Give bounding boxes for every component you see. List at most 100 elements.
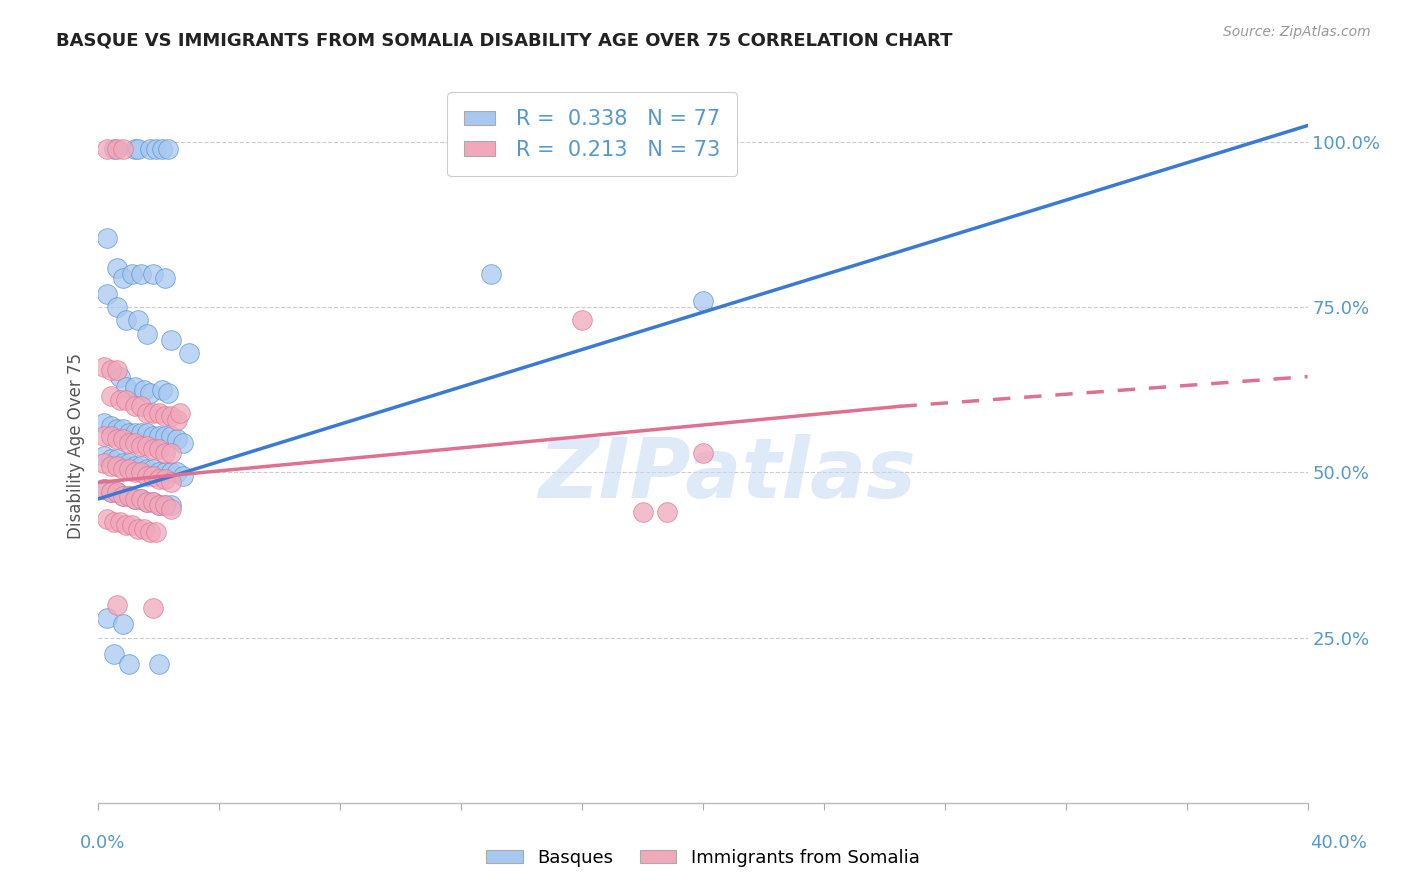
Point bbox=[93, 449, 115, 463]
Point bbox=[118, 657, 141, 671]
Point bbox=[93, 416, 115, 430]
Point bbox=[148, 499, 170, 513]
Point bbox=[160, 475, 183, 490]
Point bbox=[160, 409, 183, 424]
Text: 0.0%: 0.0% bbox=[80, 834, 125, 852]
Point bbox=[105, 422, 128, 436]
Point bbox=[153, 472, 176, 486]
Point bbox=[148, 657, 170, 671]
Point bbox=[100, 429, 122, 443]
Point bbox=[108, 515, 131, 529]
Point bbox=[93, 482, 115, 496]
Point bbox=[105, 485, 128, 500]
Point bbox=[127, 522, 149, 536]
Point bbox=[153, 409, 176, 424]
Point bbox=[153, 466, 176, 480]
Point bbox=[105, 485, 128, 500]
Point bbox=[135, 468, 157, 483]
Point bbox=[139, 142, 162, 156]
Point bbox=[148, 429, 170, 443]
Point bbox=[145, 142, 167, 156]
Point bbox=[160, 333, 183, 347]
Point bbox=[142, 468, 165, 483]
Point bbox=[111, 456, 134, 470]
Point bbox=[118, 435, 141, 450]
Point bbox=[105, 598, 128, 612]
Point bbox=[100, 389, 122, 403]
Point bbox=[105, 458, 128, 473]
Point bbox=[114, 379, 136, 393]
Point bbox=[166, 433, 188, 447]
Point bbox=[148, 442, 170, 457]
Point bbox=[150, 142, 173, 156]
Point bbox=[571, 313, 593, 327]
Point bbox=[153, 499, 176, 513]
Point bbox=[96, 142, 118, 156]
Point bbox=[96, 511, 118, 525]
Point bbox=[129, 491, 152, 506]
Point bbox=[631, 505, 654, 519]
Point bbox=[114, 313, 136, 327]
Point bbox=[124, 425, 146, 440]
Point bbox=[105, 260, 128, 275]
Point bbox=[124, 142, 146, 156]
Point bbox=[153, 429, 176, 443]
Point bbox=[100, 419, 122, 434]
Point bbox=[118, 456, 141, 470]
Point bbox=[129, 400, 152, 414]
Point bbox=[118, 425, 141, 440]
Point bbox=[127, 142, 149, 156]
Point bbox=[124, 379, 146, 393]
Point bbox=[150, 383, 173, 397]
Point bbox=[111, 433, 134, 447]
Point bbox=[100, 363, 122, 377]
Point bbox=[129, 439, 152, 453]
Point bbox=[96, 611, 118, 625]
Point bbox=[142, 267, 165, 281]
Text: 40.0%: 40.0% bbox=[1310, 834, 1367, 852]
Point bbox=[114, 518, 136, 533]
Point bbox=[148, 499, 170, 513]
Point bbox=[142, 462, 165, 476]
Point bbox=[135, 495, 157, 509]
Point bbox=[129, 466, 152, 480]
Point bbox=[129, 458, 152, 473]
Point bbox=[111, 270, 134, 285]
Point bbox=[105, 363, 128, 377]
Point bbox=[93, 429, 115, 443]
Point bbox=[156, 386, 179, 401]
Point bbox=[692, 445, 714, 459]
Point bbox=[124, 491, 146, 506]
Point bbox=[111, 462, 134, 476]
Point bbox=[172, 468, 194, 483]
Point bbox=[129, 425, 152, 440]
Point bbox=[114, 392, 136, 407]
Point bbox=[153, 445, 176, 459]
Point bbox=[124, 400, 146, 414]
Point bbox=[142, 495, 165, 509]
Point bbox=[111, 489, 134, 503]
Point bbox=[93, 456, 115, 470]
Point bbox=[153, 270, 176, 285]
Point bbox=[179, 346, 201, 360]
Point bbox=[135, 462, 157, 476]
Point bbox=[156, 142, 179, 156]
Point bbox=[148, 472, 170, 486]
Point bbox=[124, 466, 146, 480]
Point bbox=[103, 142, 125, 156]
Point bbox=[166, 412, 188, 426]
Point bbox=[142, 495, 165, 509]
Point bbox=[160, 466, 183, 480]
Point bbox=[139, 386, 162, 401]
Point bbox=[148, 406, 170, 420]
Point bbox=[100, 458, 122, 473]
Point bbox=[96, 231, 118, 245]
Point bbox=[160, 499, 183, 513]
Point bbox=[139, 524, 162, 539]
Point bbox=[132, 522, 155, 536]
Point bbox=[105, 452, 128, 467]
Point bbox=[129, 267, 152, 281]
Point bbox=[129, 491, 152, 506]
Point bbox=[160, 445, 183, 459]
Point bbox=[166, 466, 188, 480]
